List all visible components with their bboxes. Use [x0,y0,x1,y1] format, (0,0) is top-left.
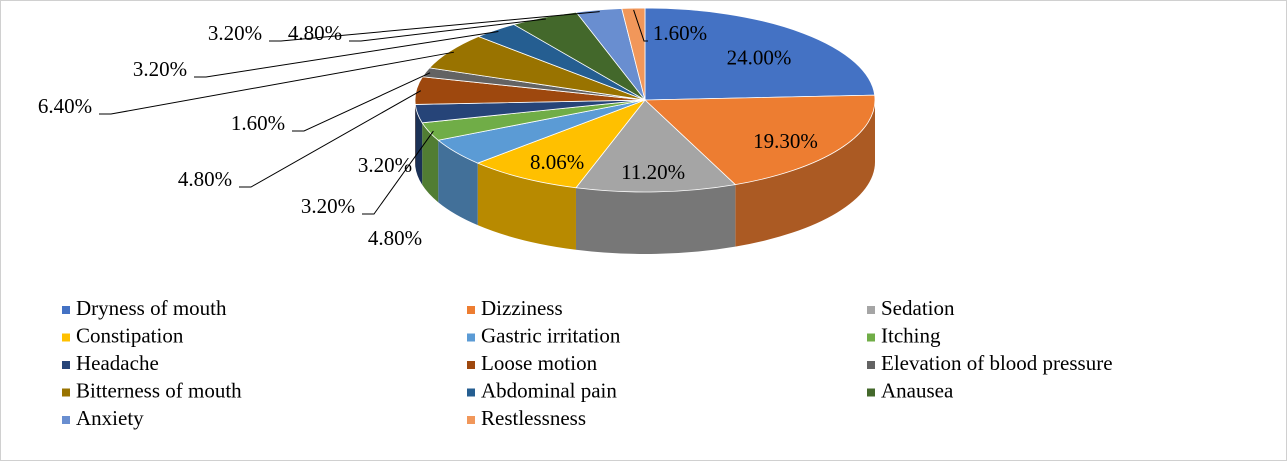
legend-label: Headache [76,351,159,375]
data-label: 24.00% [727,46,792,70]
legend-swatch [467,416,475,424]
leader-line [194,31,499,78]
data-label: 1.60% [653,21,707,45]
legend-swatch [867,388,875,397]
slice-side [477,163,576,250]
slice [476,99,647,189]
data-label: 3.20% [301,194,355,218]
legend-label: Dryness of mouth [76,296,227,320]
legend-label: Elevation of blood pressure [881,351,1113,375]
data-label: 4.80% [288,21,342,45]
data-label: 19.30% [753,129,818,153]
data-label: 3.20% [133,57,187,81]
legend-swatch [467,361,475,369]
data-label: 6.40% [38,94,92,118]
legend-label: Restlessness [481,406,586,430]
slice [644,7,876,101]
data-label: 1.60% [231,111,285,135]
leader-line [99,51,454,115]
slice-side [415,104,423,185]
legend-label: Itching [881,323,941,347]
legend-swatch [467,333,475,342]
leader-line [239,90,422,188]
slice [644,94,876,186]
legend-swatch [867,306,875,314]
data-label: 3.20% [208,21,262,45]
data-label: 4.80% [178,167,232,191]
slice-side [422,122,439,203]
legend-swatch [467,306,475,314]
leader-line [292,72,431,132]
legend-label: Dizziness [481,296,563,320]
leader-line [362,130,434,215]
slice-side [735,100,875,247]
legend-label: Abdominal pain [481,378,617,402]
data-label: 11.20% [621,160,685,184]
data-label: 4.80% [368,226,422,250]
slice-side [575,184,736,254]
data-label: 3.20% [358,153,412,177]
legend-swatch [62,361,70,369]
leader-line [349,18,546,42]
leader-line [269,11,600,42]
slice [621,7,646,101]
slice-side [438,140,478,226]
legend-label: Sedation [881,296,955,320]
legend-swatch [867,361,875,369]
legend-swatch [867,333,875,342]
legend-label: Loose motion [481,351,598,375]
legend-label: Gastric irritation [481,323,621,347]
legend-label: Anausea [881,378,954,402]
legend-swatch [62,333,70,342]
legend-swatch [62,306,70,314]
slice [575,99,737,193]
leader-line [633,9,648,42]
legend-swatch [62,388,70,397]
legend-swatch [467,388,475,397]
legend-label: Anxiety [76,406,144,430]
legend-label: Constipation [76,323,184,347]
legend-label: Bitterness of mouth [76,378,242,402]
legend-swatch [62,416,70,424]
data-label: 8.06% [530,150,584,174]
